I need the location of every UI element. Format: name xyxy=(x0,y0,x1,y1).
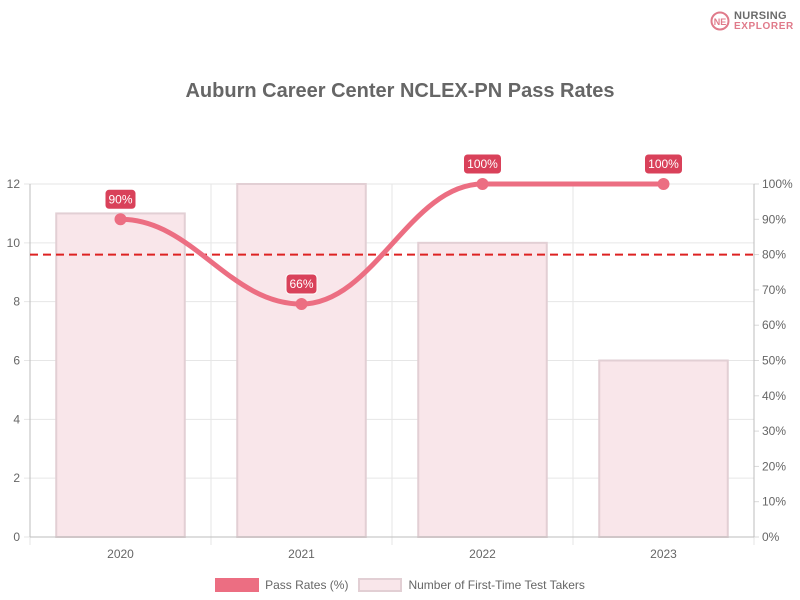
y-left-tick-label: 12 xyxy=(7,177,21,191)
y-left-tick-label: 8 xyxy=(13,295,20,309)
brand-logo: NE NURSING EXPLORER xyxy=(710,10,794,34)
x-tick-label: 2021 xyxy=(288,547,315,561)
data-label: 100% xyxy=(648,157,679,171)
y-right-tick-label: 0% xyxy=(762,530,780,544)
pass-rate-point xyxy=(295,298,308,311)
y-right-tick-label: 50% xyxy=(762,354,786,368)
chart-title: Auburn Career Center NCLEX-PN Pass Rates xyxy=(185,80,615,102)
y-right-tick-label: 40% xyxy=(762,389,786,403)
line-layer xyxy=(114,178,670,311)
y-right-tick-label: 30% xyxy=(762,424,786,438)
bar xyxy=(598,359,729,538)
y-left-tick-label: 10 xyxy=(7,236,21,250)
y-right-tick-label: 60% xyxy=(762,318,786,332)
y-right-tick-label: 10% xyxy=(762,495,786,509)
data-label: 66% xyxy=(289,277,313,291)
logo-text-line2: EXPLORER xyxy=(734,21,794,32)
legend-swatch-pass-rates xyxy=(215,578,260,592)
bar xyxy=(236,183,367,538)
logo-text-line1: NURSING xyxy=(734,10,787,22)
pass-rate-line xyxy=(118,181,666,307)
y-right-tick-label: 70% xyxy=(762,283,786,297)
legend-swatch-test-takers xyxy=(358,578,403,592)
pass-rate-point xyxy=(657,178,670,190)
data-label-box xyxy=(285,273,318,295)
legend-item-test-takers[interactable]: Number of First-Time Test Takers xyxy=(358,578,585,592)
y-right-tick-label: 80% xyxy=(762,248,786,262)
x-tick-label: 2020 xyxy=(107,547,134,561)
legend-label-pass-rates: Pass Rates (%) xyxy=(265,578,349,592)
data-label: 90% xyxy=(108,192,132,206)
y-right-tick-label: 90% xyxy=(762,212,786,226)
data-label: 100% xyxy=(467,157,498,171)
x-tick-label: 2023 xyxy=(650,547,677,561)
y-left-tick-label: 4 xyxy=(13,412,20,426)
legend: Pass Rates (%) Number of First-Time Test… xyxy=(0,575,800,595)
legend-item-pass-rates[interactable]: Pass Rates (%) xyxy=(215,578,348,592)
x-tick-label: 2022 xyxy=(469,547,496,561)
y-right-tick-label: 100% xyxy=(762,177,793,191)
data-label-box xyxy=(104,188,137,210)
bar xyxy=(55,212,186,539)
y-left-tick-label: 0 xyxy=(13,530,20,544)
data-labels-layer: 90% 66% 100% 100% xyxy=(104,153,683,295)
data-label-box xyxy=(644,153,683,175)
nursing-explorer-logo-icon: NE xyxy=(710,11,730,31)
pass-rate-point xyxy=(114,213,127,226)
axes-layer: 0 2 4 6 8 10 12 0% 10% 20% 30% 40% 50% 60% 70% 80% 90% 10… xyxy=(7,177,793,561)
pass-rate-point xyxy=(476,178,489,190)
bar xyxy=(417,241,548,538)
y-left-tick-label: 2 xyxy=(13,471,20,485)
logo-mark-text: NE xyxy=(714,17,727,27)
bars-layer xyxy=(55,183,729,539)
y-right-tick-label: 20% xyxy=(762,459,786,473)
data-label-box xyxy=(463,153,502,175)
legend-label-test-takers: Number of First-Time Test Takers xyxy=(408,578,585,592)
y-left-tick-label: 6 xyxy=(13,354,20,368)
